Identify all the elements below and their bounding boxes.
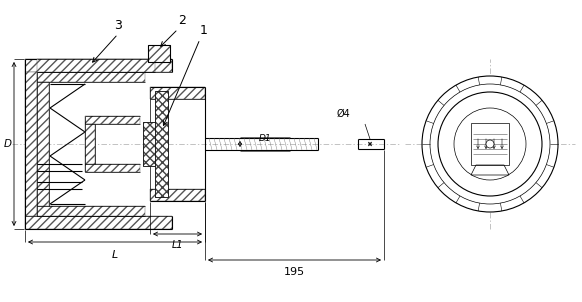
Bar (37, 206, 145, 216)
Text: L1: L1 (172, 240, 183, 250)
Bar (148, 45, 170, 62)
Bar (471, 123, 509, 165)
Bar (143, 122, 157, 166)
Bar (150, 87, 205, 99)
Bar (150, 189, 205, 201)
Bar (25, 59, 172, 72)
Circle shape (422, 76, 558, 212)
Bar (25, 216, 172, 229)
Text: L: L (112, 250, 118, 260)
Circle shape (486, 140, 494, 148)
Bar (155, 91, 168, 197)
Text: 195: 195 (284, 267, 305, 277)
Bar (85, 116, 140, 124)
Bar (148, 45, 170, 62)
Text: D: D (4, 139, 12, 149)
Text: 1: 1 (200, 24, 208, 37)
Bar (37, 59, 155, 72)
Bar (143, 122, 157, 166)
Text: 3: 3 (114, 19, 122, 32)
Text: D1: D1 (258, 134, 271, 143)
Bar (25, 72, 37, 216)
Bar (37, 82, 49, 206)
Circle shape (454, 108, 526, 180)
Text: 2: 2 (178, 14, 186, 27)
Circle shape (438, 92, 542, 196)
Bar (85, 164, 140, 172)
Bar (85, 124, 95, 164)
Bar (37, 72, 145, 82)
Text: Ø4: Ø4 (336, 109, 350, 119)
Bar (155, 91, 168, 197)
